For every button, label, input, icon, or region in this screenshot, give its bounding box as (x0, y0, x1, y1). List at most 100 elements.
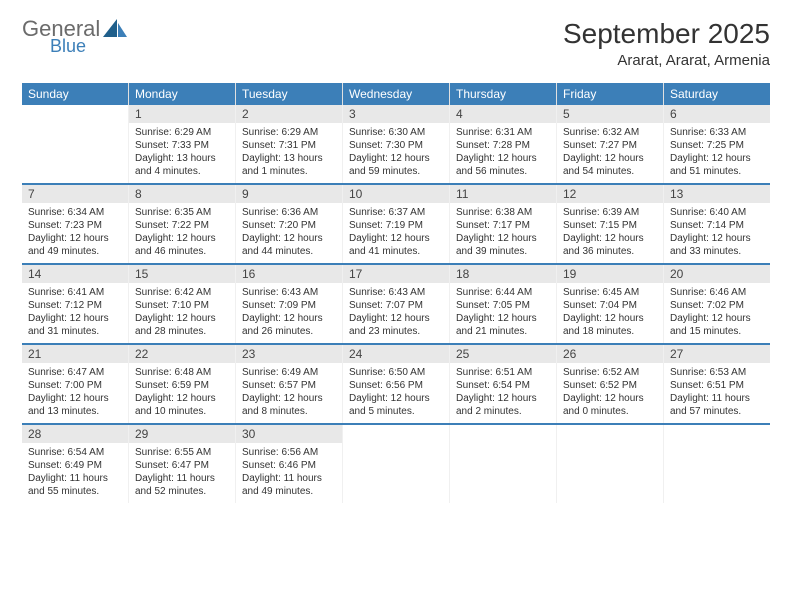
sunrise-text: Sunrise: 6:53 AM (670, 366, 764, 379)
day-details: Sunrise: 6:49 AMSunset: 6:57 PMDaylight:… (236, 363, 342, 423)
day-number: 25 (450, 345, 556, 363)
day-number: 18 (450, 265, 556, 283)
sunset-text: Sunset: 7:12 PM (28, 299, 122, 312)
day-cell: 7Sunrise: 6:34 AMSunset: 7:23 PMDaylight… (22, 185, 129, 263)
day-cell: 17Sunrise: 6:43 AMSunset: 7:07 PMDayligh… (343, 265, 450, 343)
day-cell: 25Sunrise: 6:51 AMSunset: 6:54 PMDayligh… (450, 345, 557, 423)
day-details: Sunrise: 6:42 AMSunset: 7:10 PMDaylight:… (129, 283, 235, 343)
day-details: Sunrise: 6:45 AMSunset: 7:04 PMDaylight:… (557, 283, 663, 343)
sunset-text: Sunset: 7:23 PM (28, 219, 122, 232)
day-number: 2 (236, 105, 342, 123)
sunrise-text: Sunrise: 6:40 AM (670, 206, 764, 219)
day-cell: 26Sunrise: 6:52 AMSunset: 6:52 PMDayligh… (557, 345, 664, 423)
day-number (664, 425, 770, 429)
daylight-text: Daylight: 12 hours and 49 minutes. (28, 232, 122, 258)
week-row: 1Sunrise: 6:29 AMSunset: 7:33 PMDaylight… (22, 105, 770, 185)
sunrise-text: Sunrise: 6:31 AM (456, 126, 550, 139)
day-details: Sunrise: 6:46 AMSunset: 7:02 PMDaylight:… (664, 283, 770, 343)
weekday-header: Monday (129, 83, 236, 105)
day-cell: 4Sunrise: 6:31 AMSunset: 7:28 PMDaylight… (450, 105, 557, 183)
day-number: 19 (557, 265, 663, 283)
sunrise-text: Sunrise: 6:51 AM (456, 366, 550, 379)
sunset-text: Sunset: 7:00 PM (28, 379, 122, 392)
day-number: 28 (22, 425, 128, 443)
weekday-header: Thursday (450, 83, 557, 105)
sunset-text: Sunset: 7:19 PM (349, 219, 443, 232)
day-details: Sunrise: 6:35 AMSunset: 7:22 PMDaylight:… (129, 203, 235, 263)
day-cell: 16Sunrise: 6:43 AMSunset: 7:09 PMDayligh… (236, 265, 343, 343)
day-cell: 23Sunrise: 6:49 AMSunset: 6:57 PMDayligh… (236, 345, 343, 423)
weeks-container: 1Sunrise: 6:29 AMSunset: 7:33 PMDaylight… (22, 105, 770, 503)
day-cell: 22Sunrise: 6:48 AMSunset: 6:59 PMDayligh… (129, 345, 236, 423)
daylight-text: Daylight: 12 hours and 46 minutes. (135, 232, 229, 258)
sunset-text: Sunset: 6:54 PM (456, 379, 550, 392)
day-cell: 18Sunrise: 6:44 AMSunset: 7:05 PMDayligh… (450, 265, 557, 343)
sunrise-text: Sunrise: 6:49 AM (242, 366, 336, 379)
week-row: 21Sunrise: 6:47 AMSunset: 7:00 PMDayligh… (22, 345, 770, 425)
day-cell: 2Sunrise: 6:29 AMSunset: 7:31 PMDaylight… (236, 105, 343, 183)
sunrise-text: Sunrise: 6:54 AM (28, 446, 122, 459)
sunset-text: Sunset: 6:47 PM (135, 459, 229, 472)
day-number (22, 105, 128, 109)
sunrise-text: Sunrise: 6:34 AM (28, 206, 122, 219)
daylight-text: Daylight: 12 hours and 15 minutes. (670, 312, 764, 338)
day-number: 16 (236, 265, 342, 283)
day-details: Sunrise: 6:43 AMSunset: 7:07 PMDaylight:… (343, 283, 449, 343)
weekday-header: Friday (557, 83, 664, 105)
sunset-text: Sunset: 7:09 PM (242, 299, 336, 312)
location-label: Ararat, Ararat, Armenia (563, 52, 770, 69)
day-number: 12 (557, 185, 663, 203)
day-cell: 19Sunrise: 6:45 AMSunset: 7:04 PMDayligh… (557, 265, 664, 343)
day-cell: 21Sunrise: 6:47 AMSunset: 7:00 PMDayligh… (22, 345, 129, 423)
sunset-text: Sunset: 6:49 PM (28, 459, 122, 472)
daylight-text: Daylight: 12 hours and 18 minutes. (563, 312, 657, 338)
day-details: Sunrise: 6:54 AMSunset: 6:49 PMDaylight:… (22, 443, 128, 503)
sunrise-text: Sunrise: 6:56 AM (242, 446, 336, 459)
day-number: 13 (664, 185, 770, 203)
day-details: Sunrise: 6:48 AMSunset: 6:59 PMDaylight:… (129, 363, 235, 423)
day-details: Sunrise: 6:51 AMSunset: 6:54 PMDaylight:… (450, 363, 556, 423)
day-cell: 3Sunrise: 6:30 AMSunset: 7:30 PMDaylight… (343, 105, 450, 183)
sunrise-text: Sunrise: 6:29 AM (242, 126, 336, 139)
day-number (557, 425, 663, 429)
daylight-text: Daylight: 12 hours and 56 minutes. (456, 152, 550, 178)
sunrise-text: Sunrise: 6:35 AM (135, 206, 229, 219)
day-cell: 8Sunrise: 6:35 AMSunset: 7:22 PMDaylight… (129, 185, 236, 263)
day-number: 14 (22, 265, 128, 283)
day-details: Sunrise: 6:36 AMSunset: 7:20 PMDaylight:… (236, 203, 342, 263)
daylight-text: Daylight: 11 hours and 57 minutes. (670, 392, 764, 418)
daylight-text: Daylight: 13 hours and 1 minutes. (242, 152, 336, 178)
weekday-header: Saturday (664, 83, 770, 105)
day-cell: 28Sunrise: 6:54 AMSunset: 6:49 PMDayligh… (22, 425, 129, 503)
weekday-header: Sunday (22, 83, 129, 105)
daylight-text: Daylight: 12 hours and 26 minutes. (242, 312, 336, 338)
day-cell: 20Sunrise: 6:46 AMSunset: 7:02 PMDayligh… (664, 265, 770, 343)
sunrise-text: Sunrise: 6:45 AM (563, 286, 657, 299)
title-block: September 2025 Ararat, Ararat, Armenia (563, 18, 770, 69)
day-cell: 12Sunrise: 6:39 AMSunset: 7:15 PMDayligh… (557, 185, 664, 263)
day-number: 4 (450, 105, 556, 123)
sunrise-text: Sunrise: 6:50 AM (349, 366, 443, 379)
day-details: Sunrise: 6:32 AMSunset: 7:27 PMDaylight:… (557, 123, 663, 183)
day-cell: 9Sunrise: 6:36 AMSunset: 7:20 PMDaylight… (236, 185, 343, 263)
sunset-text: Sunset: 6:52 PM (563, 379, 657, 392)
day-cell: 27Sunrise: 6:53 AMSunset: 6:51 PMDayligh… (664, 345, 770, 423)
sunrise-text: Sunrise: 6:33 AM (670, 126, 764, 139)
week-row: 28Sunrise: 6:54 AMSunset: 6:49 PMDayligh… (22, 425, 770, 503)
daylight-text: Daylight: 12 hours and 36 minutes. (563, 232, 657, 258)
day-cell: 11Sunrise: 6:38 AMSunset: 7:17 PMDayligh… (450, 185, 557, 263)
sunrise-text: Sunrise: 6:47 AM (28, 366, 122, 379)
day-cell: 13Sunrise: 6:40 AMSunset: 7:14 PMDayligh… (664, 185, 770, 263)
sunrise-text: Sunrise: 6:36 AM (242, 206, 336, 219)
logo-sail-icon (103, 19, 127, 39)
day-cell: 24Sunrise: 6:50 AMSunset: 6:56 PMDayligh… (343, 345, 450, 423)
day-number: 3 (343, 105, 449, 123)
daylight-text: Daylight: 11 hours and 52 minutes. (135, 472, 229, 498)
day-cell: 5Sunrise: 6:32 AMSunset: 7:27 PMDaylight… (557, 105, 664, 183)
daylight-text: Daylight: 12 hours and 54 minutes. (563, 152, 657, 178)
logo: General Blue (22, 18, 127, 55)
daylight-text: Daylight: 12 hours and 33 minutes. (670, 232, 764, 258)
sunrise-text: Sunrise: 6:41 AM (28, 286, 122, 299)
daylight-text: Daylight: 12 hours and 39 minutes. (456, 232, 550, 258)
logo-text: General Blue (22, 18, 127, 55)
